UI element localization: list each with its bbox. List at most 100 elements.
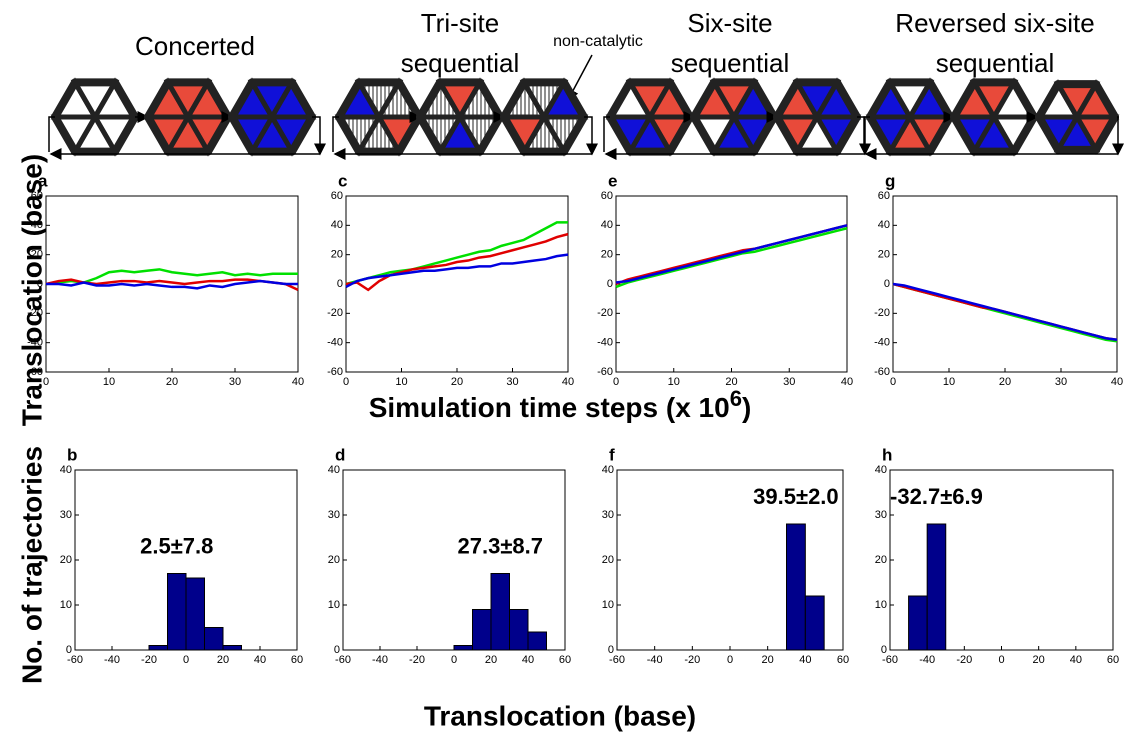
y-tick-label: -40 (27, 337, 43, 349)
hexagon (416, 78, 504, 156)
panel-label: b (67, 445, 77, 464)
x-tick-label: 40 (254, 654, 266, 666)
y-tick-label: -60 (27, 366, 43, 378)
annotation: 39.5±2.0 (753, 484, 838, 509)
y-tick-label: -60 (327, 366, 343, 378)
x-axis-title-text: Simulation time steps (x 10 (369, 392, 730, 423)
annotation: -32.7±6.9 (890, 484, 983, 509)
y-tick-label: 0 (37, 278, 43, 290)
x-tick-label: 40 (841, 376, 853, 388)
axes-box (45, 195, 299, 373)
x-tick-label: 0 (998, 654, 1004, 666)
cycle-arrow (332, 116, 339, 152)
y-tick-label: 40 (601, 219, 613, 231)
x-axis-title: Simulation time steps (x 106) (369, 386, 752, 424)
cycle-arrow (1112, 116, 1124, 156)
y-tick-label: -40 (874, 337, 890, 349)
series-line (46, 279, 298, 290)
histogram-bar (453, 645, 473, 651)
y-tick-label: 10 (602, 599, 614, 611)
panel-label: d (335, 445, 345, 464)
y-tick-label: 20 (602, 554, 614, 566)
histogram-bar (804, 595, 825, 651)
cycle-arrow (603, 116, 610, 152)
cycle-arrow (48, 116, 55, 152)
y-tick-label: 30 (875, 509, 887, 521)
y-tick-label: 20 (60, 554, 72, 566)
histogram-bar (509, 609, 529, 651)
x-tick-label: 20 (999, 376, 1011, 388)
y-tick-label: 20 (878, 249, 890, 261)
x-tick-label: 60 (837, 654, 849, 666)
x-tick-label: 60 (1107, 654, 1119, 666)
y-axis-title: Translocation (base) (16, 154, 47, 426)
hexagon (1035, 80, 1119, 154)
hexagon (228, 78, 316, 156)
x-tick-label: 0 (343, 376, 349, 388)
y-tick-label: -40 (597, 337, 613, 349)
y-tick-label: 40 (328, 464, 340, 476)
histogram-bar (490, 573, 510, 651)
y-tick-label: 60 (601, 190, 613, 202)
x-tick-label: 40 (799, 654, 811, 666)
axes-box (892, 195, 1118, 373)
x-tick-label: 30 (1055, 376, 1067, 388)
panel-label: h (882, 445, 892, 464)
x-tick-label: 20 (217, 654, 229, 666)
series-line (345, 232, 569, 292)
diagram-title: sequential (401, 48, 520, 78)
hexagon (773, 78, 861, 156)
y-tick-label: 0 (66, 644, 72, 656)
axes-box (615, 195, 848, 373)
series-line (345, 221, 568, 286)
panel-label: f (609, 445, 615, 464)
x-axis-title-end: ) (742, 392, 751, 423)
x-tick-label: 30 (229, 376, 241, 388)
y-tick-label: 20 (601, 249, 613, 261)
histogram-bar (167, 573, 187, 651)
x-tick-label: -60 (609, 654, 625, 666)
x-tick-label: 30 (783, 376, 795, 388)
x-tick-label: 0 (451, 654, 457, 666)
series-line (45, 268, 298, 286)
y-tick-label: 40 (878, 219, 890, 231)
histogram-bar (527, 631, 547, 651)
x-tick-label: -40 (372, 654, 388, 666)
histogram-bar (472, 609, 492, 651)
cycle-arrow (312, 116, 326, 156)
y-tick-label: 0 (884, 278, 890, 290)
x-tick-label: -20 (141, 654, 157, 666)
x-tick-label: -40 (919, 654, 935, 666)
y-tick-label: 60 (331, 190, 343, 202)
diagram-title: sequential (936, 48, 1055, 78)
axes-box (345, 195, 569, 373)
y-tick-label: 60 (878, 190, 890, 202)
x-tick-label: 0 (183, 654, 189, 666)
x-tick-label: -60 (882, 654, 898, 666)
x-tick-label: 20 (1033, 654, 1045, 666)
y-tick-label: 0 (608, 644, 614, 656)
x-axis-title-sup: 6 (730, 386, 742, 411)
histogram-bar (185, 577, 205, 651)
histogram-bar (148, 645, 168, 651)
x-tick-label: 0 (613, 376, 619, 388)
x-tick-label: 10 (103, 376, 115, 388)
x-tick-label: 0 (890, 376, 896, 388)
y-axis-title: No. of trajectories (16, 446, 47, 684)
panel-label: g (885, 171, 895, 190)
y-tick-label: 0 (881, 644, 887, 656)
y-tick-label: 0 (337, 278, 343, 290)
panel-label: e (608, 171, 617, 190)
y-tick-label: 40 (875, 464, 887, 476)
x-tick-label: 20 (485, 654, 497, 666)
note: non-catalytic (553, 33, 643, 50)
y-tick-label: 0 (607, 278, 613, 290)
series-line (892, 282, 1118, 341)
x-tick-label: 10 (668, 376, 680, 388)
x-tick-label: -20 (956, 654, 972, 666)
x-tick-label: 30 (506, 376, 518, 388)
histogram-bar (222, 645, 242, 651)
x-tick-label: 20 (762, 654, 774, 666)
x-tick-label: -60 (67, 654, 83, 666)
x-tick-label: 60 (291, 654, 303, 666)
